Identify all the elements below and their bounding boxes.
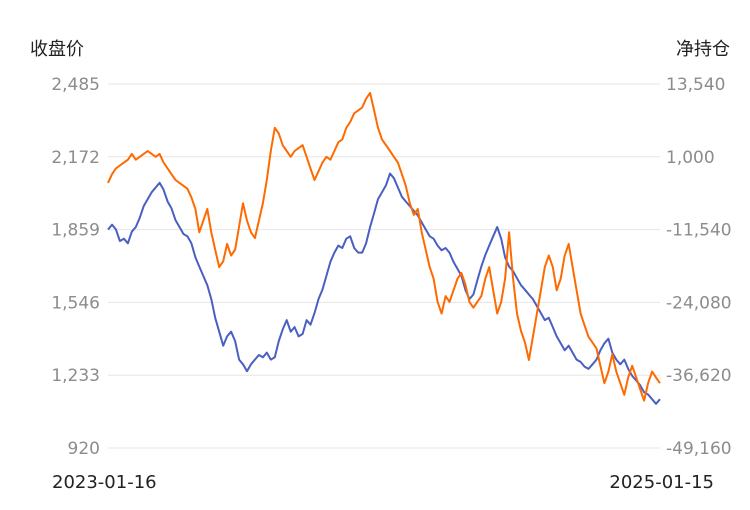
x-end-label: 2025-01-15 [609,472,714,493]
y-left-tick-label: 1,546 [51,293,100,313]
y-left-tick-label: 920 [68,439,100,459]
y-right-tick-label: -24,080 [666,293,732,313]
y-left-tick-label: 1,859 [51,221,100,241]
y-right-tick-label: -11,540 [666,221,732,241]
y-left-tick-label: 1,233 [51,366,100,386]
y-left-tick-label: 2,172 [51,148,100,168]
y-right-tick-label: -36,620 [666,366,732,386]
y-left-axis-title: 收盘价 [30,39,84,60]
close-series-line [107,172,661,405]
y-right-axis-title: 净持仓 [676,39,730,60]
position-series-line [107,91,661,402]
y-left-tick-label: 2,485 [51,75,100,95]
y-right-tick-label: 1,000 [666,148,715,168]
x-start-label: 2023-01-16 [52,472,157,493]
y-right-tick-label: 13,540 [666,75,725,95]
y-right-tick-label: -49,160 [666,439,732,459]
